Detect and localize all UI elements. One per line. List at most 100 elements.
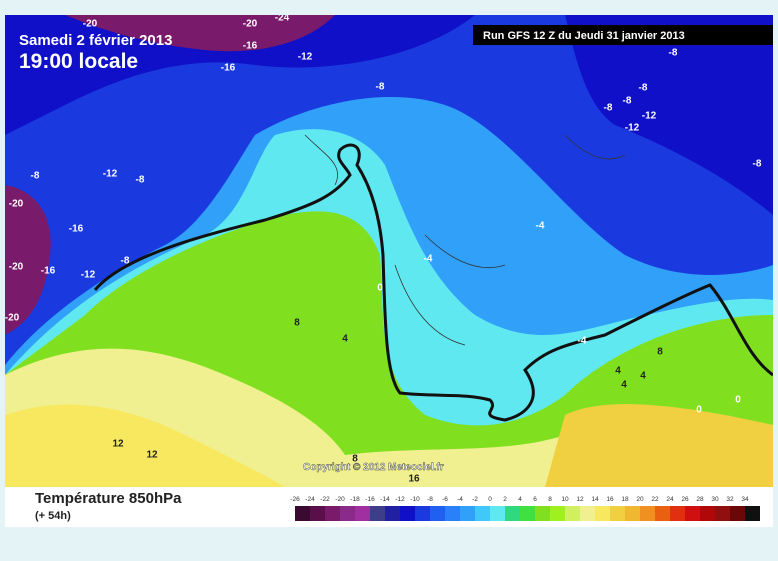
legend-label: -20	[335, 496, 345, 503]
legend-label: 6	[533, 496, 537, 503]
legend-label: 26	[681, 496, 689, 503]
legend-label: 4	[518, 496, 522, 503]
legend-swatch	[700, 506, 715, 521]
contour-label: -12	[642, 111, 657, 122]
legend-swatch	[505, 506, 520, 521]
run-label: Run GFS 12 Z du Jeudi 31 janvier 2013	[483, 30, 685, 42]
legend-label: -24	[305, 496, 315, 503]
legend-swatch	[715, 506, 730, 521]
contour-labels: -20 -20 -24 -16 -12 -16 -8 -8 -12 -8 -20 -16 -20 -16 -…	[5, 15, 762, 485]
legend-label: 28	[696, 496, 704, 503]
legend-swatch	[490, 506, 505, 521]
contour-label: -16	[41, 266, 56, 277]
contour-label: 0	[377, 283, 383, 294]
contour-label: -8	[753, 159, 762, 170]
legend-swatch	[325, 506, 340, 521]
legend-swatch	[295, 506, 310, 521]
legend-swatch	[745, 506, 760, 521]
legend-title: Température 850hPa	[35, 490, 182, 507]
legend-panel: Température 850hPa (+ 54h) -26 -24 -22 -20-…	[5, 487, 773, 527]
legend-label: 30	[711, 496, 719, 503]
contour-label: 12	[112, 439, 124, 450]
legend-swatch	[460, 506, 475, 521]
legend-swatch	[415, 506, 430, 521]
weather-map: Run GFS 12 Z du Jeudi 31 janvier 2013 Sa…	[5, 15, 773, 487]
legend-swatch	[340, 506, 355, 521]
legend-label: -10	[410, 496, 420, 503]
legend-swatch	[565, 506, 580, 521]
legend-label: -14	[380, 496, 390, 503]
legend-swatch	[580, 506, 595, 521]
legend-label: -26	[290, 496, 300, 503]
contour-label: -24	[275, 15, 290, 24]
legend-label: 20	[636, 496, 644, 503]
legend-label: -22	[320, 496, 330, 503]
legend-label: 18	[621, 496, 629, 503]
contour-label: -12	[298, 52, 313, 63]
contour-label: 0	[735, 395, 741, 406]
contour-label: 8	[657, 347, 663, 358]
time-label: 19:00 locale	[19, 50, 138, 73]
contour-label: 0	[696, 405, 702, 416]
contour-label: -8	[121, 256, 130, 267]
contour-label: 8	[352, 454, 358, 465]
contour-label: 16	[408, 474, 420, 485]
run-box	[473, 25, 773, 45]
contour-label: -8	[604, 103, 613, 114]
coastline	[304, 134, 626, 346]
legend-label: -18	[350, 496, 360, 503]
contour-label: 8	[294, 318, 300, 329]
legend-label: -6	[442, 496, 448, 503]
legend-swatch	[445, 506, 460, 521]
contour-label: -20	[9, 199, 24, 210]
legend-label: 34	[741, 496, 749, 503]
legend-label: -2	[472, 496, 478, 503]
very-cold-zone	[65, 15, 335, 52]
legend-swatch	[595, 506, 610, 521]
contour-label: 4	[615, 366, 621, 377]
contour-label: 4	[640, 371, 646, 382]
contour-label: -8	[623, 96, 632, 107]
legend-label: 16	[606, 496, 614, 503]
contour-label: -16	[221, 63, 236, 74]
legend-swatch	[385, 506, 400, 521]
date-label: Samedi 2 février 2013	[19, 32, 172, 49]
legend-label: 2	[503, 496, 507, 503]
zero-contour	[93, 143, 773, 422]
legend-label: 32	[726, 496, 734, 503]
legend-swatch	[310, 506, 325, 521]
contour-label: -12	[103, 169, 118, 180]
legend-label: 10	[561, 496, 569, 503]
legend-label: 22	[651, 496, 659, 503]
very-cold-zone	[5, 185, 51, 335]
legend-swatch	[535, 506, 550, 521]
color-bar: -26 -24 -22 -20 -18 -16 -14 -12 -10 -8 -6 -4 -2 0 2 4 6 8…	[290, 496, 760, 521]
legend-label: 24	[666, 496, 674, 503]
copyright: Copyright © 2012 Meteociel.fr	[303, 462, 444, 473]
legend-swatch	[685, 506, 700, 521]
cold-zone	[5, 15, 475, 135]
contour-label: -8	[31, 171, 40, 182]
legend-swatch	[610, 506, 625, 521]
legend-label: -16	[365, 496, 375, 503]
legend-label: -8	[427, 496, 433, 503]
legend-label: 12	[576, 496, 584, 503]
legend-swatch	[670, 506, 685, 521]
contour-label: -20	[9, 262, 24, 273]
contour-label: 4	[342, 334, 348, 345]
legend-swatch	[370, 506, 385, 521]
contour-label: -4	[536, 221, 545, 232]
legend-swatch	[550, 506, 565, 521]
contour-label: -4	[578, 336, 587, 347]
contour-label: -12	[81, 270, 96, 281]
hot-zone	[545, 404, 773, 487]
legend-swatch	[475, 506, 490, 521]
contour-label: -20	[243, 19, 258, 30]
hot-zone	[5, 404, 285, 487]
legend-swatch	[430, 506, 445, 521]
contour-label: -20	[5, 313, 20, 324]
legend-label: -12	[395, 496, 405, 503]
legend-label: 8	[548, 496, 552, 503]
contour-label: -16	[243, 41, 258, 52]
